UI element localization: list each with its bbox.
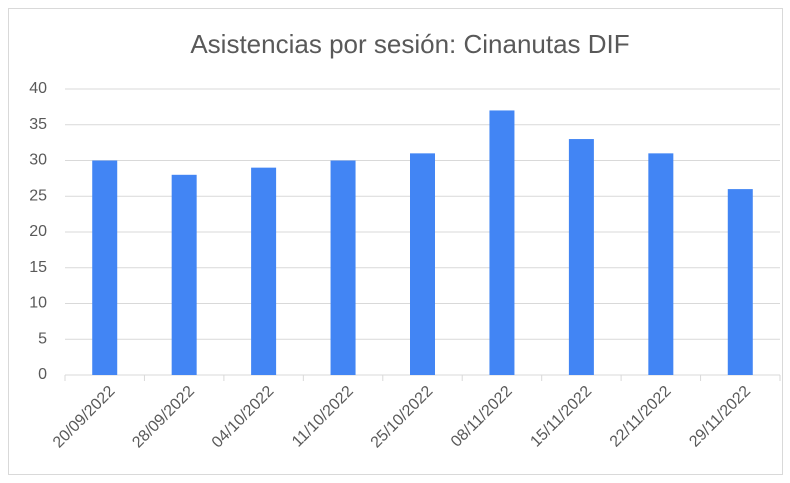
y-tick-label: 35 — [29, 116, 47, 133]
y-tick-label: 15 — [29, 259, 47, 276]
bar — [330, 160, 356, 375]
bar — [251, 167, 277, 375]
bar — [727, 189, 753, 375]
bar — [92, 160, 118, 375]
y-tick-label: 40 — [29, 80, 47, 97]
chart-title: Asistencias por sesión: Cinanutas DIF — [190, 29, 629, 59]
y-tick-label: 20 — [29, 223, 47, 240]
bar — [410, 153, 435, 375]
y-tick-label: 5 — [38, 330, 47, 347]
y-tick-label: 25 — [29, 187, 47, 204]
bar — [171, 174, 197, 375]
y-tick-label: 30 — [29, 152, 47, 169]
y-tick-label: 0 — [38, 366, 47, 383]
bar — [568, 139, 594, 375]
y-tick-label: 10 — [29, 295, 47, 312]
bar — [489, 110, 515, 375]
bar — [648, 153, 674, 375]
